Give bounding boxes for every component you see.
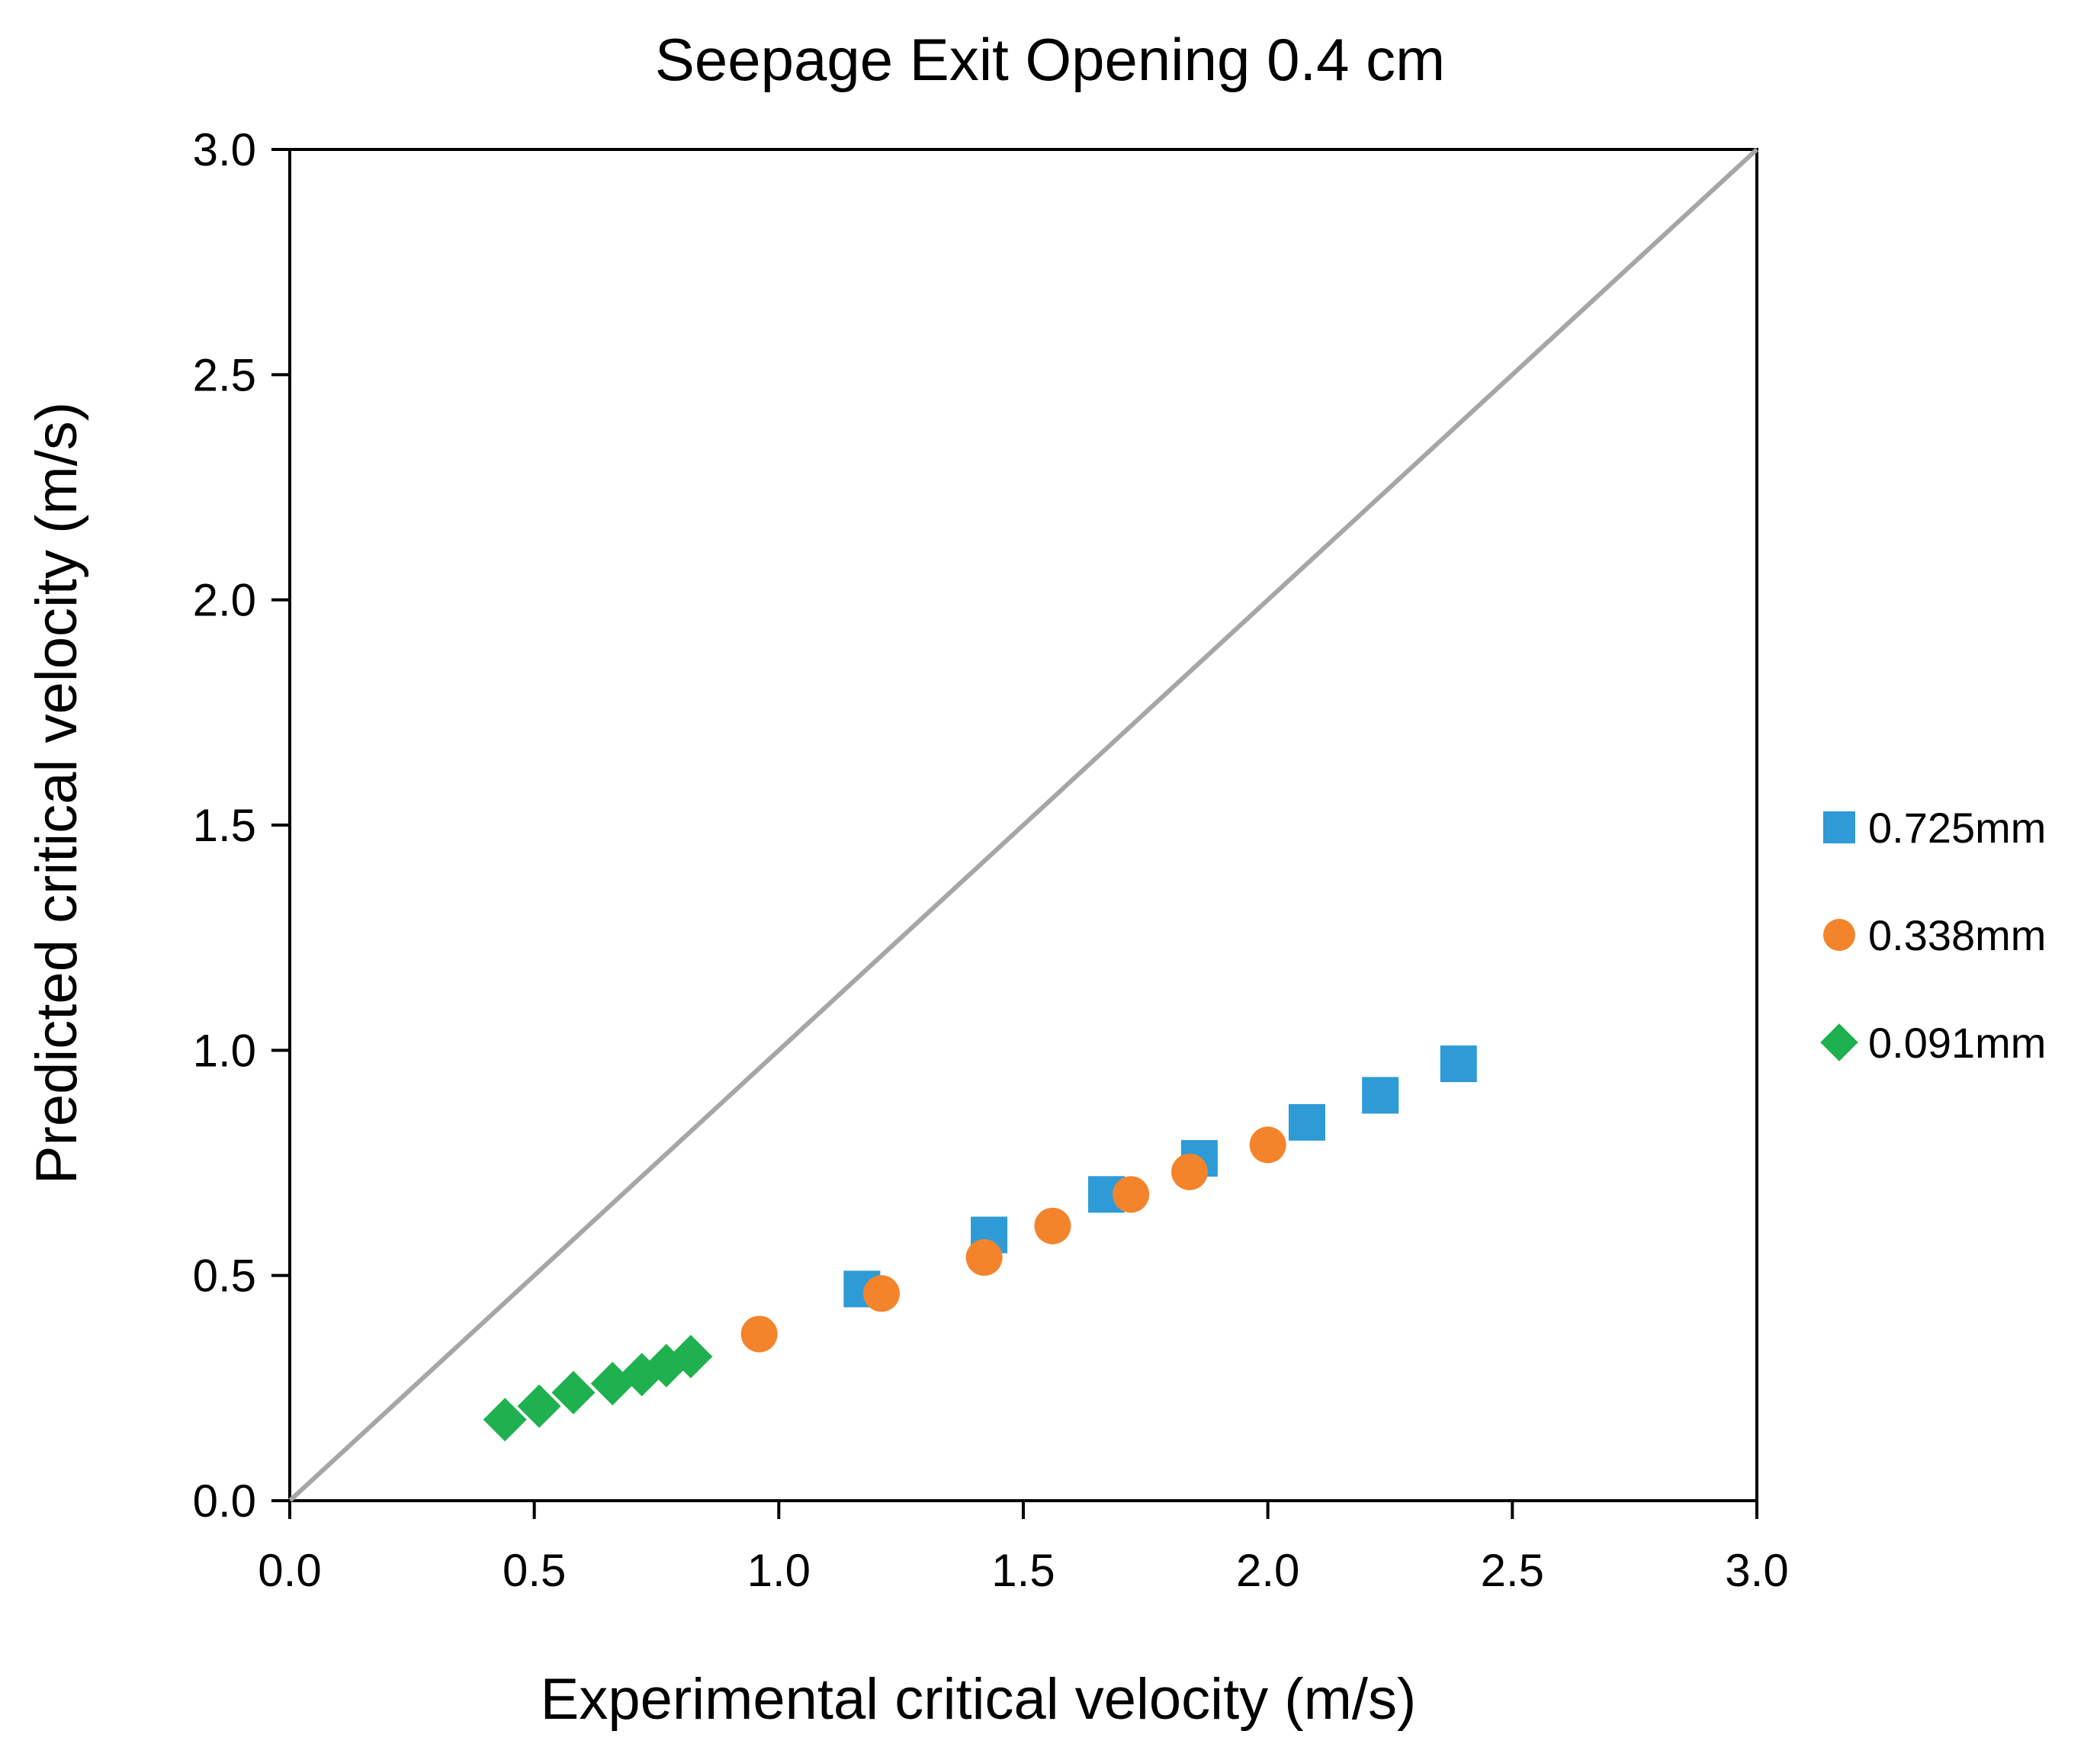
x-tick-label: 1.5: [991, 1545, 1055, 1596]
x-axis-label: Experimental critical velocity (m/s): [541, 1667, 1417, 1732]
reference-line-layer: [287, 147, 1759, 1503]
data-point-circle: [740, 1315, 778, 1353]
x-axis: 0.0 0.5 1.0 1.5 2.0 2.5 3.0: [258, 1501, 1789, 1596]
legend-item: 0.091mm: [1820, 1019, 2046, 1067]
data-point-circle: [863, 1275, 901, 1312]
legend-label: 0.091mm: [1868, 1019, 2046, 1067]
y-tick-label: 0.5: [193, 1251, 256, 1302]
data-point-circle: [1249, 1126, 1286, 1164]
data-point-square: [1440, 1045, 1477, 1083]
y-tick-label: 1.0: [193, 1025, 256, 1076]
data-point-circle: [1171, 1153, 1209, 1190]
y-axis-label: Predicted critical velocity (m/s): [24, 402, 89, 1184]
x-tick-label: 0.5: [503, 1545, 566, 1596]
x-tick-label: 2.5: [1481, 1545, 1544, 1596]
x-tick-label: 1.0: [747, 1545, 811, 1596]
y-tick-label: 2.0: [193, 575, 256, 626]
x-tick-label: 0.0: [258, 1545, 321, 1596]
data-point-circle: [1034, 1207, 1071, 1244]
legend-marker-circle: [1823, 919, 1855, 951]
series-0.091mm: [483, 1334, 713, 1442]
data-point-diamond: [669, 1334, 713, 1379]
reference-line: [287, 147, 1759, 1503]
y-tick-label: 2.5: [193, 349, 256, 400]
legend-label: 0.338mm: [1868, 911, 2046, 959]
y-tick-label: 3.0: [193, 124, 256, 175]
data-points: [483, 1045, 1477, 1442]
legend-marker-diamond: [1820, 1023, 1858, 1061]
x-tick-label: 3.0: [1725, 1545, 1788, 1596]
data-point-circle: [965, 1239, 1003, 1277]
legend-item: 0.725mm: [1823, 804, 2046, 852]
legend: 0.725mm 0.338mm 0.091mm: [1820, 804, 2046, 1067]
legend-label: 0.725mm: [1868, 804, 2046, 852]
data-point-circle: [1113, 1176, 1150, 1213]
x-tick-label: 2.0: [1236, 1545, 1299, 1596]
y-tick-label: 0.0: [193, 1476, 256, 1527]
data-point-square: [1288, 1103, 1325, 1141]
chart-title: Seepage Exit Opening 0.4 cm: [655, 26, 1445, 93]
legend-marker-square: [1823, 811, 1855, 843]
data-point-diamond: [517, 1384, 561, 1428]
series-0.338mm: [740, 1126, 1286, 1353]
data-point-diamond: [551, 1370, 596, 1415]
data-point-diamond: [483, 1398, 527, 1442]
y-tick-label: 1.5: [193, 800, 256, 851]
legend-item: 0.338mm: [1823, 911, 2046, 959]
y-axis: 0.0 0.5 1.0 1.5 2.0 2.5 3.0: [193, 124, 290, 1527]
data-point-square: [1362, 1077, 1399, 1114]
